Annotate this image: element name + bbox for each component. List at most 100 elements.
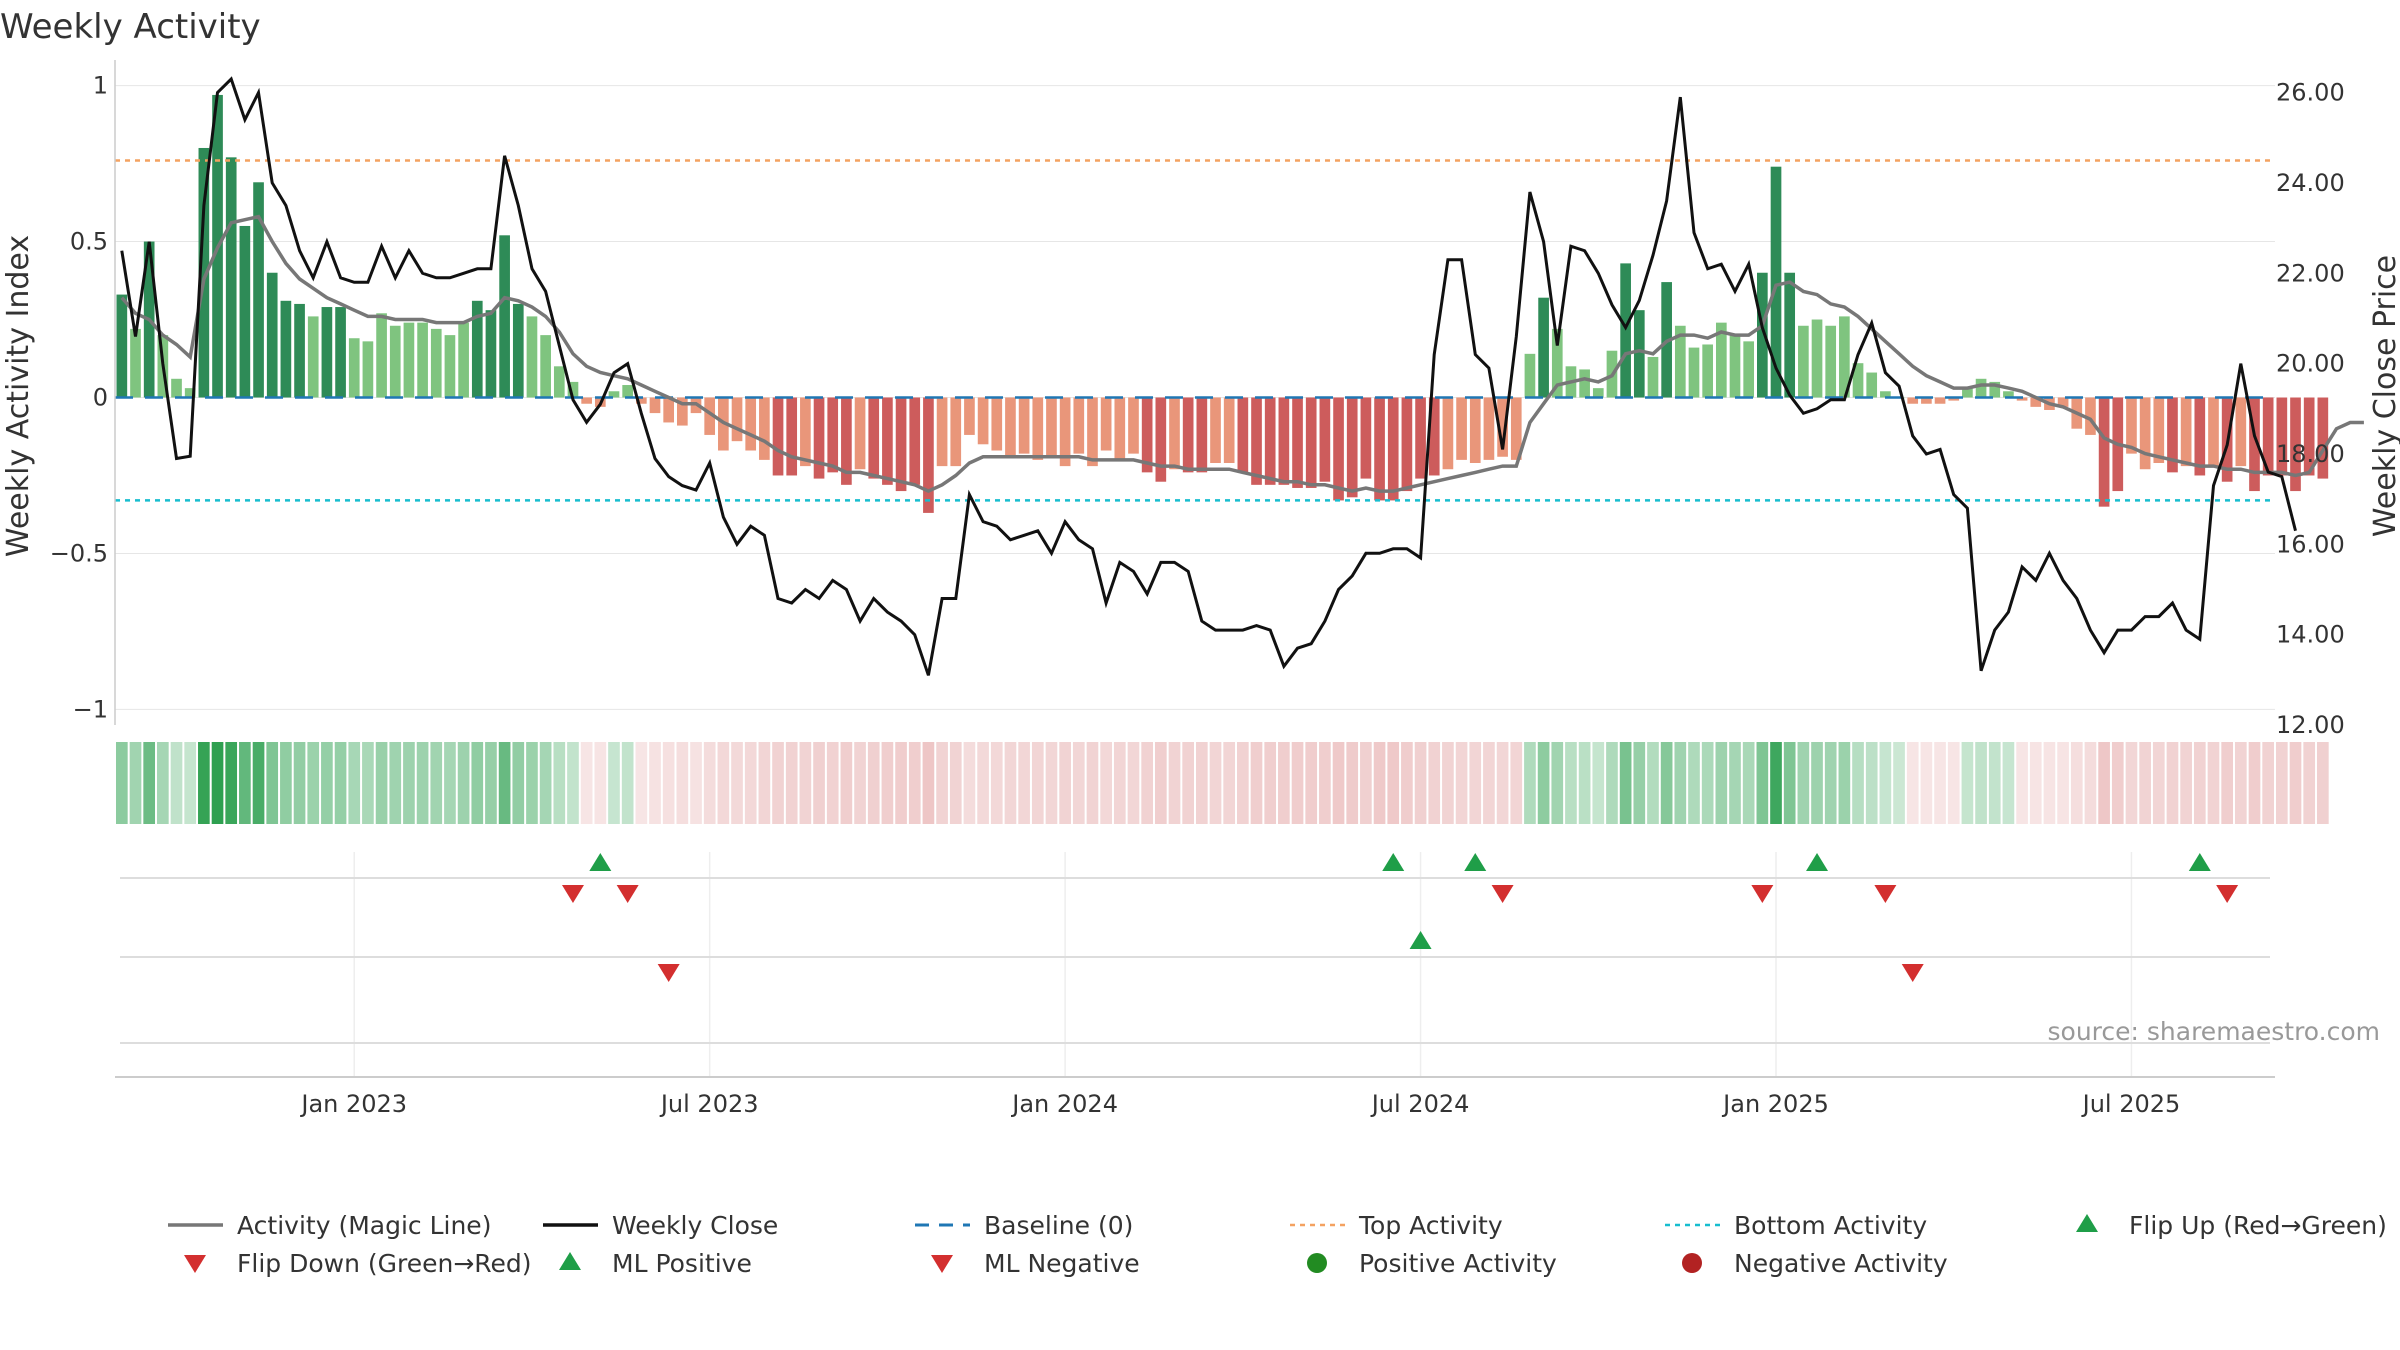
activity-bar	[1223, 397, 1235, 463]
activity-bar	[130, 328, 141, 398]
heat-cell	[1742, 742, 1755, 824]
heat-cell	[198, 742, 210, 824]
x-tick-label: Jul 2024	[1370, 1090, 1470, 1118]
legend-label-close: Weekly Close	[612, 1211, 778, 1240]
heat-cell	[539, 742, 552, 824]
legend-swatch-posact	[1307, 1253, 1327, 1273]
heat-cell	[307, 742, 320, 824]
heat-cell	[170, 742, 183, 824]
activity-bar	[827, 397, 839, 473]
legend-label-flipdown: Flip Down (Green→Red)	[237, 1249, 532, 1278]
heat-cell	[1852, 742, 1864, 824]
heat-cell	[895, 742, 907, 824]
heat-cell	[1783, 742, 1796, 824]
heat-cell	[744, 742, 757, 824]
heat-cell	[1127, 742, 1140, 824]
activity-bar	[430, 328, 442, 398]
heat-cell	[116, 742, 128, 824]
activity-bar	[841, 397, 852, 485]
heat-cell	[1196, 742, 1208, 824]
heat-cell	[1496, 742, 1509, 824]
heat-cell	[1141, 742, 1153, 824]
activity-bar	[663, 397, 675, 423]
activity-bar	[266, 272, 278, 398]
heat-cell	[1920, 742, 1933, 824]
heat-cell	[608, 742, 620, 824]
heat-cell	[785, 742, 798, 824]
heat-cell	[1100, 742, 1112, 824]
heat-cell	[266, 742, 279, 824]
legend-item-posact: Positive Activity	[1307, 1249, 1557, 1278]
heat-cell	[2070, 742, 2083, 824]
heat-cell	[813, 742, 825, 824]
heat-cell	[1291, 742, 1304, 824]
heat-cell	[1865, 742, 1878, 824]
legend-swatch-flipup	[2076, 1214, 2098, 1232]
heat-cell	[2016, 742, 2028, 824]
heat-cell	[2248, 742, 2261, 824]
activity-bar	[2030, 397, 2042, 407]
heat-cell	[703, 742, 716, 824]
heat-cell	[553, 742, 566, 824]
x-tick-label: Jul 2025	[2081, 1090, 2181, 1118]
flip-up-marker	[1464, 853, 1487, 871]
activity-bar	[800, 397, 811, 467]
heat-cell	[2043, 742, 2056, 824]
activity-bar	[1018, 397, 1030, 454]
heat-cell	[2303, 742, 2316, 824]
activity-bar	[184, 388, 196, 398]
heat-cell	[1223, 742, 1236, 824]
activity-bar	[1633, 310, 1645, 398]
heat-cell	[1975, 742, 1987, 824]
legend-label-bottom: Bottom Activity	[1734, 1211, 1927, 1240]
heat-cell	[1113, 742, 1126, 824]
activity-bar	[1005, 397, 1016, 457]
activity-bar	[1510, 397, 1522, 460]
legend: Activity (Magic Line) Weekly Close Baselin…	[168, 1211, 2387, 1278]
activity-bar	[1128, 397, 1139, 454]
activity-bar	[649, 397, 661, 414]
y-right-tick-label: 20.00	[2276, 350, 2345, 378]
y-right-tick-label: 18.00	[2276, 440, 2345, 468]
heat-cell	[1551, 742, 1564, 824]
heat-cell	[1469, 742, 1482, 824]
activity-bar	[417, 322, 428, 398]
heat-cell	[1045, 742, 1058, 824]
activity-bar	[1948, 397, 1960, 401]
heat-cell	[2234, 742, 2247, 824]
heat-cell	[375, 742, 388, 824]
legend-item-magic: Activity (Magic Line)	[168, 1211, 491, 1240]
activity-bar	[1141, 397, 1153, 473]
heat-cell	[963, 742, 976, 824]
heat-cell	[444, 742, 456, 824]
activity-bar	[991, 397, 1003, 451]
flip-down-marker	[616, 885, 639, 903]
lines-layer	[115, 76, 2364, 676]
heat-cell	[990, 742, 1003, 824]
activity-bar	[2016, 397, 2028, 401]
heat-cell	[922, 742, 935, 824]
activity-bar	[1087, 397, 1098, 467]
heat-cell	[1373, 742, 1386, 824]
heat-cell	[293, 742, 306, 824]
activity-bar	[1155, 397, 1167, 482]
heat-cell	[1893, 742, 1905, 824]
flip-down-marker	[1751, 885, 1774, 903]
y-right-tick-label: 24.00	[2276, 169, 2345, 197]
activity-bar	[2126, 397, 2137, 454]
legend-label-magic: Activity (Magic Line)	[237, 1211, 491, 1240]
heat-cell	[2276, 742, 2288, 824]
axes-layer: 1 0.5 0 −0.5 −1 26.00 24.00 22.00 20.00 18.00 16.0…	[50, 60, 2345, 1118]
heat-cell	[1510, 742, 1523, 824]
activity-bar	[1962, 388, 1973, 398]
activity-bar	[1360, 397, 1372, 479]
activity-bar	[1524, 353, 1536, 398]
activity-bar	[1264, 397, 1276, 485]
heat-cell	[1879, 742, 1892, 824]
activity-bar	[635, 397, 647, 404]
heat-cell	[1442, 742, 1454, 824]
activity-bar	[622, 385, 633, 398]
heat-cell	[1360, 742, 1372, 824]
heat-cell	[649, 742, 661, 824]
activity-bar	[2262, 397, 2274, 476]
